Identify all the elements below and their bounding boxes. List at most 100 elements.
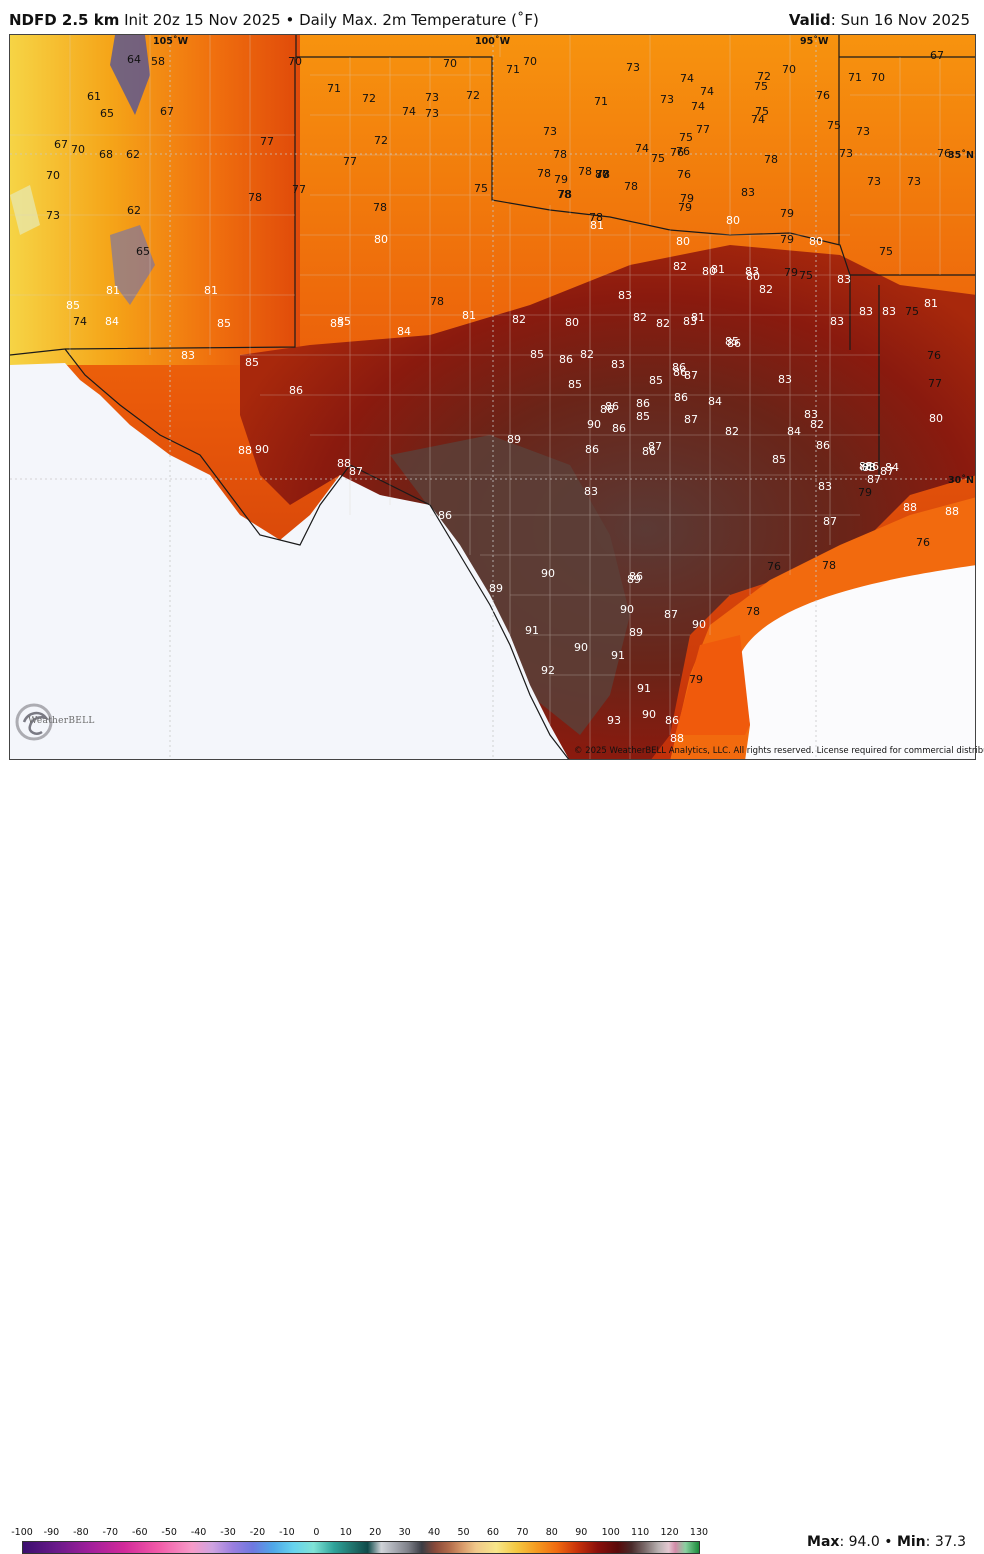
product-name: NDFD 2.5 km (9, 11, 120, 29)
temperature-label: 85 (772, 453, 786, 466)
temperature-label: 78 (557, 188, 571, 201)
state-borders (10, 35, 975, 759)
temperature-label: 74 (402, 105, 416, 118)
temperature-label: 76 (670, 146, 684, 159)
temperature-label: 74 (751, 113, 765, 126)
temperature-label: 91 (637, 682, 651, 695)
temperature-label: 87 (684, 369, 698, 382)
temperature-label: 81 (204, 284, 218, 297)
temperature-label: 82 (580, 348, 594, 361)
nm-mexico-border (10, 348, 66, 356)
temperature-label: 86 (642, 445, 656, 458)
temperature-label: 78 (822, 559, 836, 572)
temperature-label: 90 (642, 708, 656, 721)
temperature-label: 83 (804, 408, 818, 421)
temperature-label: 81 (462, 309, 476, 322)
temperature-label: 90 (692, 618, 706, 631)
temperature-label: 81 (924, 297, 938, 310)
temperature-label: 90 (574, 641, 588, 654)
temperature-label: 78 (537, 167, 551, 180)
lon-label-105w: 105˚W (153, 36, 189, 47)
temperature-label: 61 (87, 90, 101, 103)
temperature-label: 73 (907, 175, 921, 188)
temperature-label: 91 (611, 649, 625, 662)
init-time: Init 20z 15 Nov 2025 (124, 11, 281, 29)
temperature-label: 93 (607, 714, 621, 727)
legend-tick: -70 (102, 1527, 119, 1538)
rio-grande-border (64, 348, 570, 759)
temperature-label: 86 (860, 461, 874, 474)
temperature-label: 74 (635, 142, 649, 155)
temperature-label: 86 (674, 391, 688, 404)
temperature-label: 79 (858, 486, 872, 499)
temperature-label: 77 (343, 155, 357, 168)
legend-tick: -90 (43, 1527, 60, 1538)
temperature-label: 82 (512, 313, 526, 326)
temperature-label: 85 (649, 374, 663, 387)
temperature-label: 84 (787, 425, 801, 438)
temperature-label: 78 (558, 188, 572, 201)
temperature-label: 88 (945, 505, 959, 518)
legend-tick: 40 (428, 1527, 441, 1538)
temperature-label: 76 (767, 560, 781, 573)
valid-label: Valid (788, 11, 831, 29)
legend-tick: 0 (313, 1527, 320, 1538)
temperature-label: 80 (565, 316, 579, 329)
temperature-label: 86 (727, 337, 741, 350)
temperature-label: 71 (506, 63, 520, 76)
temperature-label: 75 (879, 245, 893, 258)
temperature-label: 78 (764, 153, 778, 166)
temperature-label: 86 (672, 361, 686, 374)
temperature-label: 68 (99, 148, 113, 161)
legend-tick: 30 (398, 1527, 411, 1538)
legend-tick: 130 (689, 1527, 709, 1538)
temperature-label: 83 (584, 485, 598, 498)
temperature-label: 70 (523, 55, 537, 68)
temperature-label: 71 (327, 82, 341, 95)
lon-label-95w: 95˚W (800, 36, 829, 47)
weatherbell-logo (15, 703, 53, 741)
temperature-label: 78 (578, 165, 592, 178)
legend-tick: -50 (161, 1527, 177, 1538)
temperature-label: 76 (927, 349, 941, 362)
near-shore-water (675, 635, 750, 735)
temperature-label: 87 (867, 473, 881, 486)
temperature-label: 74 (680, 72, 694, 85)
temperature-label: 83 (181, 349, 195, 362)
temperature-label: 73 (425, 107, 439, 120)
temperature-label: 89 (507, 433, 521, 446)
bullet: • (884, 1534, 893, 1550)
lat-label-30n: 30˚N (948, 475, 974, 486)
temperature-label: 64 (127, 53, 141, 66)
temperature-label: 84 (885, 461, 899, 474)
temperature-label: 88 (670, 732, 684, 745)
temperature-label: 62 (127, 204, 141, 217)
temperature-label: 86 (859, 460, 873, 473)
temperature-label: 72 (374, 134, 388, 147)
temperature-label: 73 (425, 91, 439, 104)
temperature-label: 85 (636, 410, 650, 423)
graticule (10, 35, 975, 759)
temperature-label: 76 (916, 536, 930, 549)
temperature-label: 83 (683, 315, 697, 328)
temperature-label: 86 (559, 353, 573, 366)
legend-tick: 50 (457, 1527, 470, 1538)
temperature-label: 90 (255, 443, 269, 456)
temperature-label: 72 (757, 70, 771, 83)
temperature-label: 85 (66, 299, 80, 312)
temperature-label: 86 (816, 439, 830, 452)
temperature-label: 70 (782, 63, 796, 76)
temperature-label: 79 (678, 201, 692, 214)
separator: • (285, 11, 295, 29)
temperature-label: 73 (626, 61, 640, 74)
temperature-label: 83 (741, 186, 755, 199)
temperature-label: 67 (54, 138, 68, 151)
field-name: Daily Max. 2m Temperature (˚F) (299, 11, 539, 29)
lat-label-35n: 35˚N (948, 150, 974, 161)
temperature-label: 87 (880, 465, 894, 478)
temperature-label: 86 (665, 714, 679, 727)
temperature-label: 70 (443, 57, 457, 70)
legend-tick: 110 (631, 1527, 650, 1538)
temperature-label: 75 (827, 119, 841, 132)
temperature-label: 76 (677, 168, 691, 181)
